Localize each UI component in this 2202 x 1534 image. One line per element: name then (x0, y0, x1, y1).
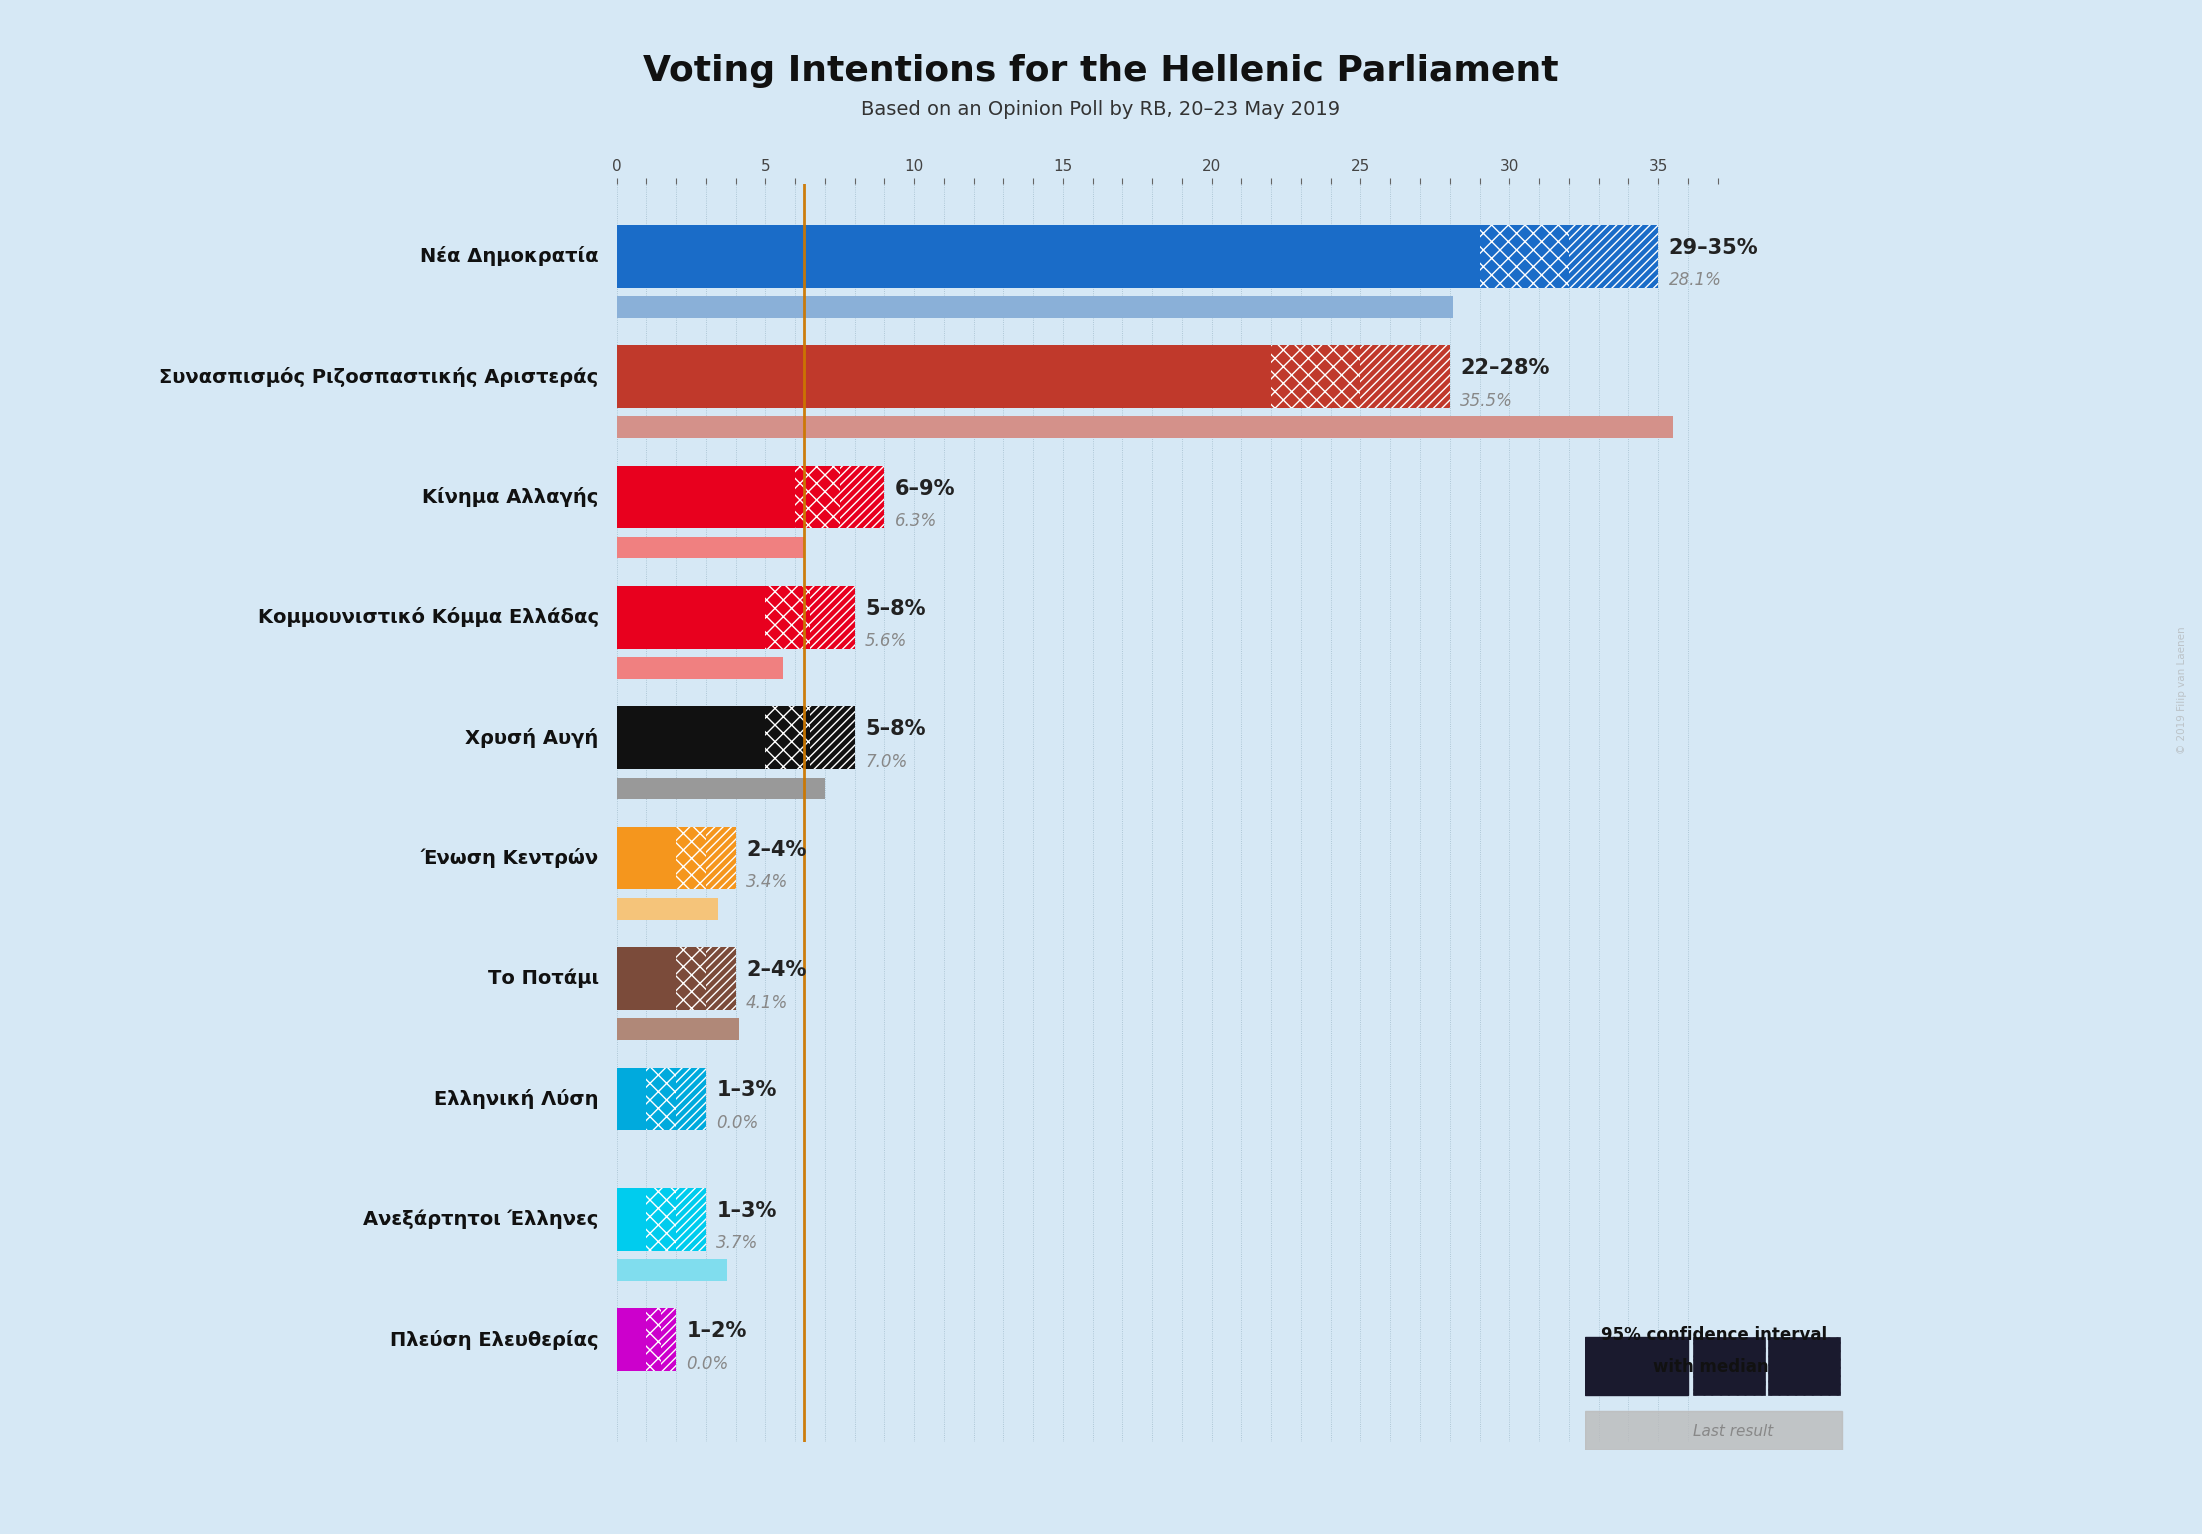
Bar (617, 778, 826, 799)
Text: 6.3%: 6.3% (894, 512, 938, 531)
Text: 0.0%: 0.0% (716, 1114, 757, 1132)
Text: Voting Intentions for the Hellenic Parliament: Voting Intentions for the Hellenic Parli… (643, 54, 1559, 87)
Text: 35.5%: 35.5% (1460, 391, 1513, 410)
Text: 4.1%: 4.1% (746, 994, 788, 1011)
Bar (617, 345, 1271, 408)
Bar (617, 225, 1480, 287)
Text: 5.6%: 5.6% (865, 632, 907, 650)
Text: 29–35%: 29–35% (1669, 238, 1757, 258)
Text: Κίνημα Αλλαγής: Κίνημα Αλλαγής (423, 488, 599, 508)
Bar (1480, 225, 1568, 287)
Bar (617, 1068, 647, 1131)
Bar (617, 946, 676, 1009)
Bar (661, 1309, 676, 1371)
Text: Ελληνική Λύση: Ελληνική Λύση (434, 1089, 599, 1109)
Bar (1361, 345, 1449, 408)
Text: 6–9%: 6–9% (894, 479, 956, 499)
Bar (617, 586, 766, 649)
Bar (839, 466, 885, 528)
Text: 1–2%: 1–2% (687, 1321, 746, 1341)
Bar (810, 707, 854, 769)
Text: 1–3%: 1–3% (716, 1201, 777, 1221)
Bar (676, 946, 707, 1009)
Text: 3.4%: 3.4% (746, 873, 788, 891)
Text: 2–4%: 2–4% (746, 839, 806, 859)
Text: 2–4%: 2–4% (746, 960, 806, 980)
Text: Το Ποτάμι: Το Ποτάμι (487, 969, 599, 988)
Bar (617, 827, 676, 890)
Text: 22–28%: 22–28% (1460, 359, 1550, 379)
Bar (707, 946, 735, 1009)
Bar (1585, 1411, 1843, 1450)
Bar (647, 1068, 676, 1131)
Text: 95% confidence interval: 95% confidence interval (1601, 1325, 1828, 1344)
Text: Πλεύση Ελευθερίας: Πλεύση Ελευθερίας (390, 1330, 599, 1350)
Bar (617, 466, 795, 528)
Bar (617, 537, 804, 558)
Bar (795, 466, 839, 528)
Text: Συνασπισμός Ριζοσπαστικής Αριστεράς: Συνασπισμός Ριζοσπαστικής Αριστεράς (159, 367, 599, 387)
Bar (1271, 345, 1361, 408)
Text: Ένωση Κεντρών: Ένωση Κεντρών (421, 848, 599, 868)
Text: Χρυσή Αυγή: Χρυσή Αυγή (465, 727, 599, 747)
Bar (1693, 1338, 1766, 1394)
Bar (1568, 225, 1658, 287)
Bar (617, 416, 1674, 439)
Bar (1768, 1338, 1841, 1394)
Bar (617, 707, 766, 769)
Text: Last result: Last result (1693, 1424, 1773, 1439)
Text: Νέα Δημοκρατία: Νέα Δημοκρατία (421, 247, 599, 267)
Bar (617, 897, 718, 919)
Bar (617, 657, 784, 680)
Bar (617, 1259, 727, 1281)
Text: © 2019 Filip van Laenen: © 2019 Filip van Laenen (2176, 626, 2187, 755)
Bar (617, 1309, 647, 1371)
Text: with median: with median (1654, 1359, 1768, 1376)
Text: Based on an Opinion Poll by RB, 20–23 May 2019: Based on an Opinion Poll by RB, 20–23 Ma… (861, 100, 1341, 118)
Bar (766, 586, 810, 649)
Text: 28.1%: 28.1% (1669, 272, 1722, 290)
Bar (617, 1187, 647, 1250)
Bar (647, 1187, 676, 1250)
Bar (617, 296, 1453, 318)
Text: Κομμουνιστικό Κόμμα Ελλάδας: Κομμουνιστικό Κόμμα Ελλάδας (258, 607, 599, 627)
Text: 5–8%: 5–8% (865, 598, 925, 620)
Text: 5–8%: 5–8% (865, 719, 925, 739)
Bar (617, 1019, 738, 1040)
Bar (647, 1309, 661, 1371)
Bar (676, 827, 707, 890)
Bar (676, 1068, 707, 1131)
Bar (766, 707, 810, 769)
Bar (810, 586, 854, 649)
Bar (676, 1187, 707, 1250)
Text: Ανεξάρτητοι Έλληνες: Ανεξάρτητοι Έλληνες (363, 1209, 599, 1229)
Text: 7.0%: 7.0% (865, 753, 907, 772)
Bar (1585, 1338, 1689, 1394)
Text: 3.7%: 3.7% (716, 1235, 757, 1252)
Text: 0.0%: 0.0% (687, 1355, 729, 1373)
Bar (707, 827, 735, 890)
Text: 1–3%: 1–3% (716, 1080, 777, 1100)
